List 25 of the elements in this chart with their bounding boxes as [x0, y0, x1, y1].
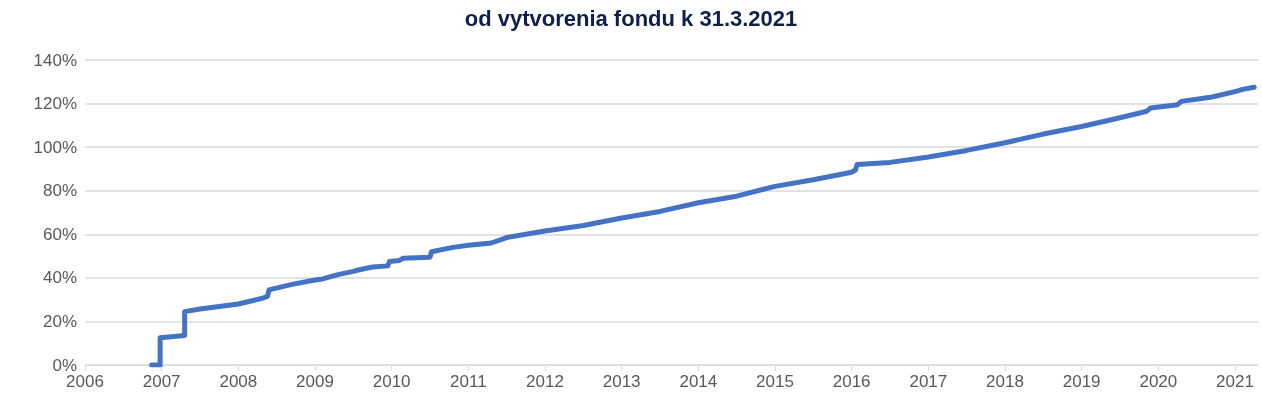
chart-title: od vytvorenia fondu k 31.3.2021	[464, 5, 798, 31]
x-tick-label: 2010	[372, 372, 411, 391]
y-tick-label: 80%	[42, 181, 77, 201]
x-tick-label: 2013	[602, 372, 641, 391]
x-tick-label: 2016	[832, 372, 871, 391]
x-tick-label: 2011	[450, 372, 487, 391]
x-tick-label: 2006	[66, 372, 104, 391]
y-tick-label: 140%	[33, 50, 77, 70]
x-tick-label: 2015	[756, 372, 794, 391]
x-tick-label: 2007	[142, 372, 181, 391]
y-tick-label: 60%	[42, 224, 77, 244]
x-tick-label: 2012	[526, 372, 564, 391]
y-tick-label: 100%	[33, 137, 77, 157]
x-tick-label: 2018	[986, 372, 1024, 391]
x-tick-label: 2019	[1062, 372, 1101, 391]
y-tick-label: 40%	[42, 268, 77, 288]
y-tick-label: 120%	[33, 94, 77, 114]
x-tick-label: 2020	[1139, 372, 1178, 391]
y-tick-label: 20%	[42, 311, 77, 331]
x-tick-label: 2021	[1216, 372, 1254, 391]
x-tick-label: 2017	[909, 372, 948, 391]
y-tick-label: 0%	[52, 355, 77, 375]
x-tick-label: 2014	[679, 372, 718, 391]
x-tick-label: 2009	[296, 372, 334, 391]
x-tick-label: 2008	[219, 372, 258, 391]
